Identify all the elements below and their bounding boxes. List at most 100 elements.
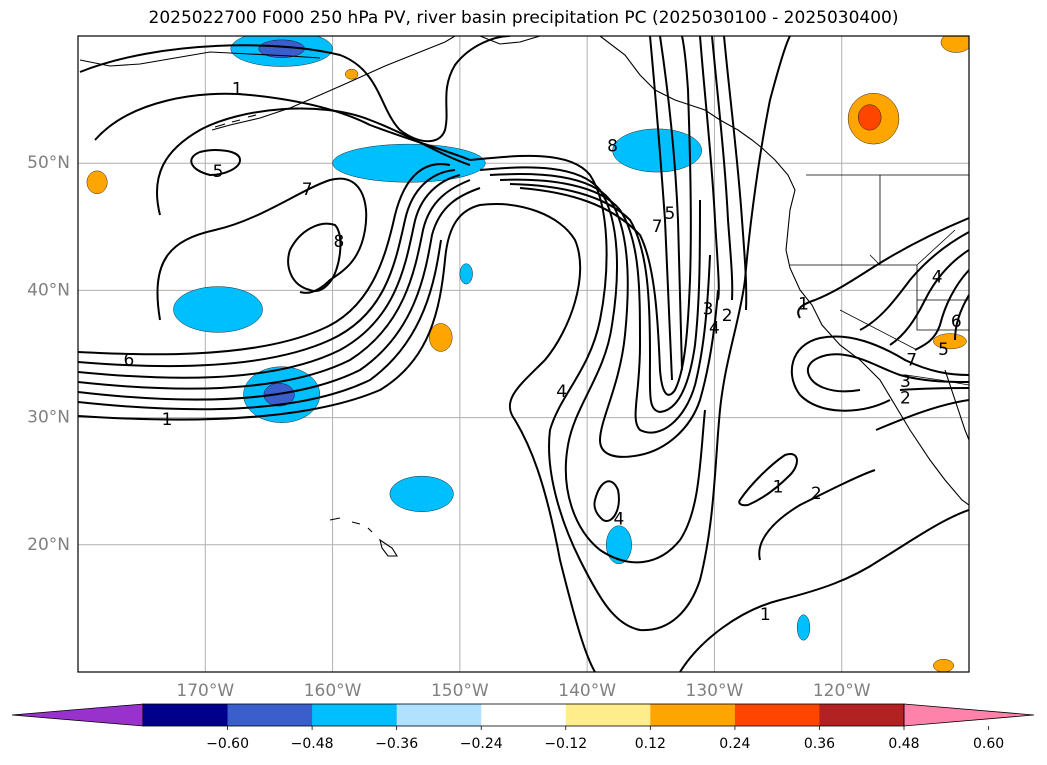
colorbar-swatch [650,704,736,726]
pv-contour [499,178,711,434]
pv-contour [78,187,481,401]
pv-contour [79,36,511,143]
political-borders [790,174,969,386]
contour-label: 2 [900,389,911,409]
pv-contour [593,480,620,522]
pv-contour [78,174,461,379]
pv-contour [287,222,342,292]
pv-contour [489,173,719,458]
contour-label: 5 [938,340,949,360]
map-background [78,36,969,672]
colorbar-tick-label: 0.24 [719,736,750,752]
pv-contour-1 [738,453,798,507]
colorbar-tick-label: 0.36 [804,736,835,752]
precip-anomaly-patch [389,475,454,512]
precip-anomaly-patch [86,170,108,194]
contour-label: 7 [652,217,663,237]
pv-contour [875,399,969,431]
pv-contour [519,36,692,396]
longitude-tick-label: 140°W [558,681,616,701]
pv-contour [78,179,471,390]
contour-label: 4 [932,268,943,288]
contour-label: 1 [773,478,784,498]
longitude-tick-label: 150°W [431,681,489,701]
colorbar-swatch [481,704,567,726]
pv-contour [711,36,734,301]
gulf-of-california-coast [944,369,969,441]
precip-anomaly-patch [429,323,453,352]
precip-anomaly-patch [612,128,702,173]
colorbar-tick-label: 0.60 [973,736,1004,752]
contour-label: 3 [703,299,714,319]
colorbar-tick-label: −0.48 [291,736,334,752]
colorbar-high-extend [903,703,1035,727]
precip-anomaly-patch [459,263,473,285]
colorbar-tick-label: −0.12 [544,736,587,752]
contour-label: 4 [614,509,625,529]
contour-label: 1 [162,410,173,430]
contour-label: 1 [232,79,243,99]
contour-label: 6 [124,350,135,370]
pv-contour [155,107,471,216]
pv-contour-1 [78,203,596,672]
pv-contour [190,149,242,177]
pv-contour [954,294,969,341]
contour-label: 8 [334,232,345,252]
precip-anomaly-patch [606,525,632,565]
latitude-labels: 50°N 40°N 30°N 20°N [27,153,70,555]
map-frame [77,35,970,673]
pv-contour [806,353,969,393]
contour-label: 5 [213,162,224,182]
colorbar-tick-label: 0.12 [635,736,666,752]
contour-label: 4 [556,382,567,402]
colorbar-swatch [396,704,482,726]
latitude-tick-label: 20°N [27,535,70,555]
longitude-labels: 170°W 160°W 150°W 140°W 130°W 120°W [176,681,870,701]
pv-contour [649,36,673,381]
pv-contour [899,387,969,391]
pv-contours [78,36,969,672]
pv-contour [889,249,969,346]
contour-label: 7 [302,180,313,200]
contour-label: 3 [900,372,911,392]
pv-contour [699,36,720,301]
precip-anomaly-patch [940,36,969,53]
colorbar: −0.60 −0.48 −0.36 −0.24 −0.12 0.12 0.24 0.36 0.4… [11,703,1035,752]
hawaii-islands [329,517,398,557]
colorbar-swatch [565,704,651,726]
contour-label: 1 [798,294,809,314]
colorbar-low-extend [11,703,144,727]
pv-contour-1 [679,509,969,672]
colorbar-tick-label: −0.36 [375,736,418,752]
colorbar-tick-label: −0.24 [460,736,503,752]
contour-label: 4 [709,319,720,339]
colorbar-swatch [227,704,313,726]
pv-contour [659,36,683,371]
colorbar-swatch [143,704,229,726]
alaska-peninsula-coast [211,36,456,131]
map-title: 2025022700 F000 250 hPa PV, river basin … [148,8,899,28]
contour-label: 2 [811,484,822,504]
us-mexico-border [905,374,969,386]
contour-label: 8 [607,137,618,157]
precipitation-layer [86,36,969,672]
precip-anomaly-patch [345,68,359,80]
pv-contour-6 [78,163,451,356]
pv-contour [469,36,791,632]
bering-coast [79,51,321,67]
longitude-tick-label: 160°W [304,681,362,701]
colorbar-tick-label: −0.60 [206,736,249,752]
longitude-tick-label: 170°W [176,681,234,701]
colorbar-tick-label: 0.48 [888,736,919,752]
colorbar-swatch [312,704,398,726]
pv-contour [78,169,456,368]
pv-contour [797,217,969,319]
colorbar-swatch [819,704,905,726]
pv-contour [914,269,969,351]
contour-label: 5 [664,204,675,224]
precip-anomaly-patch [796,614,811,641]
longitude-tick-label: 120°W [813,681,871,701]
